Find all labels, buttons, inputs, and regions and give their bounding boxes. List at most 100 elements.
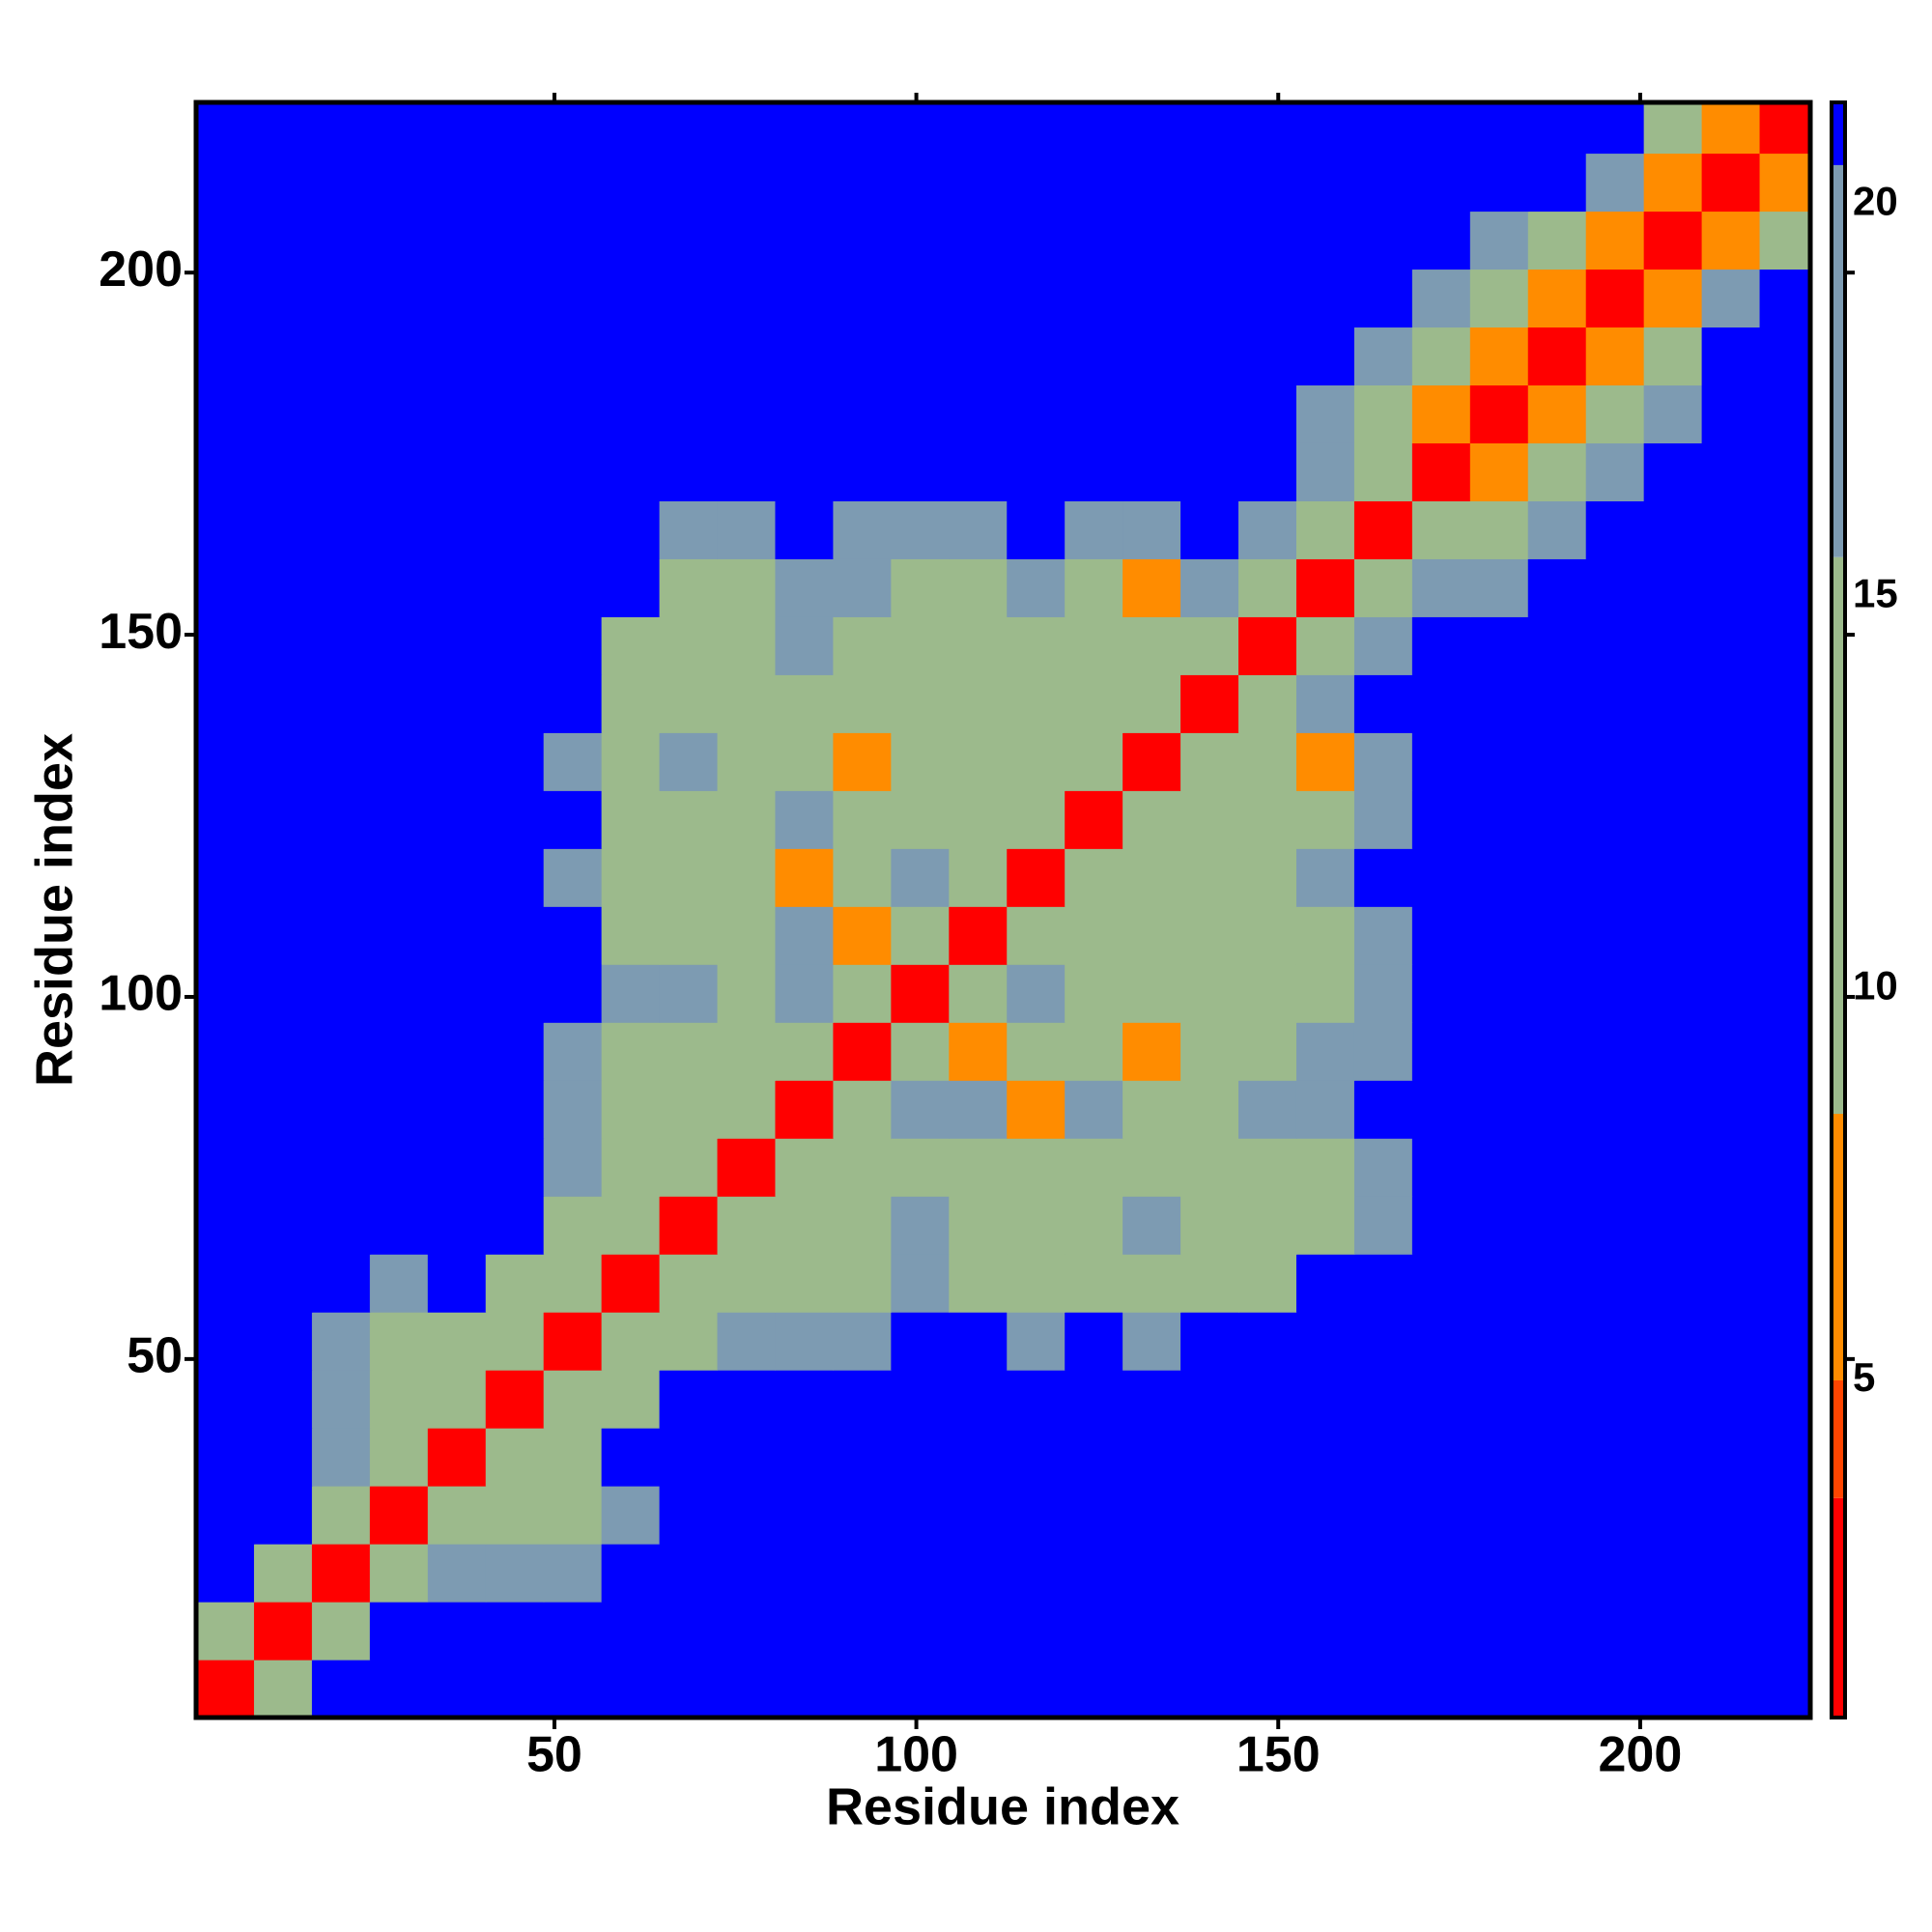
heatmap-cell xyxy=(369,1022,429,1081)
heatmap-cell xyxy=(1585,102,1645,155)
heatmap-cell xyxy=(1065,1022,1123,1081)
heatmap-cell xyxy=(311,1312,371,1371)
heatmap-cell xyxy=(775,327,835,386)
heatmap-cell xyxy=(949,153,1008,213)
heatmap-cell xyxy=(543,1196,603,1255)
heatmap-cell xyxy=(311,616,371,675)
heatmap-cell xyxy=(833,1312,892,1371)
heatmap-cell xyxy=(833,848,892,907)
heatmap-cell xyxy=(659,1138,719,1197)
heatmap-cell xyxy=(196,1138,255,1197)
heatmap-cell xyxy=(1411,1370,1471,1429)
heatmap-cell xyxy=(1759,848,1810,907)
heatmap-cell xyxy=(196,269,255,328)
heatmap-cell xyxy=(1122,1312,1181,1371)
heatmap-cell xyxy=(311,211,371,270)
heatmap-cell xyxy=(601,269,661,328)
heatmap-cell xyxy=(1759,269,1810,328)
heatmap-cell xyxy=(1238,1080,1297,1139)
heatmap-cell xyxy=(775,269,835,328)
heatmap-cell xyxy=(1238,327,1297,386)
heatmap-cell xyxy=(543,848,603,907)
heatmap-cell xyxy=(196,1196,255,1255)
heatmap-cell xyxy=(717,500,777,559)
heatmap-cell xyxy=(833,442,892,501)
heatmap-cell xyxy=(1353,1080,1413,1139)
heatmap-cell xyxy=(1065,384,1123,443)
heatmap-cell xyxy=(1353,1254,1413,1313)
heatmap-cell xyxy=(1411,500,1471,559)
heatmap-cell xyxy=(543,327,603,386)
heatmap-cell xyxy=(1238,500,1297,559)
heatmap-cell xyxy=(427,1312,487,1371)
heatmap-cell xyxy=(891,1196,950,1255)
heatmap-cell xyxy=(369,964,429,1023)
y-tick-label: 150 xyxy=(99,604,183,660)
heatmap-cell xyxy=(253,616,313,675)
heatmap-cell xyxy=(543,1660,603,1718)
heatmap-cell xyxy=(1180,674,1239,733)
heatmap-cell xyxy=(833,102,892,155)
heatmap-cell xyxy=(253,964,313,1023)
heatmap-cell xyxy=(775,906,835,965)
heatmap-cell xyxy=(369,1486,429,1545)
heatmap-cell xyxy=(891,1428,950,1487)
heatmap-cell xyxy=(891,269,950,328)
heatmap-cell xyxy=(601,1486,661,1545)
heatmap-cell xyxy=(1007,1080,1065,1139)
heatmap-cell xyxy=(1007,327,1065,386)
heatmap-cell xyxy=(196,616,255,675)
heatmap-cell xyxy=(1527,964,1587,1023)
heatmap-cell xyxy=(1759,442,1810,501)
heatmap xyxy=(196,102,1810,1718)
heatmap-cell xyxy=(891,153,950,213)
heatmap-cell xyxy=(543,1544,603,1603)
heatmap-cell xyxy=(949,327,1008,386)
heatmap-cell xyxy=(1643,269,1703,328)
heatmap-cell xyxy=(601,1138,661,1197)
heatmap-cell xyxy=(891,964,950,1023)
heatmap-cell xyxy=(717,211,777,270)
heatmap-cell xyxy=(1701,964,1761,1023)
heatmap-cell xyxy=(1353,1486,1413,1545)
heatmap-cell xyxy=(1759,1602,1810,1661)
heatmap-cell xyxy=(427,558,487,617)
heatmap-cell xyxy=(717,384,777,443)
heatmap-cell xyxy=(1527,732,1587,791)
heatmap-cell xyxy=(891,1312,950,1371)
heatmap-cell xyxy=(659,964,719,1023)
heatmap-cell xyxy=(1585,1370,1645,1429)
heatmap-cell xyxy=(1295,1602,1355,1661)
heatmap-cell xyxy=(1238,848,1297,907)
heatmap-cell xyxy=(659,327,719,386)
heatmap-cell xyxy=(1295,384,1355,443)
heatmap-cell xyxy=(717,1138,777,1197)
heatmap-cell xyxy=(311,732,371,791)
colorbar-segment xyxy=(1832,1379,1845,1498)
heatmap-cell xyxy=(1527,1660,1587,1718)
heatmap-cell xyxy=(1527,327,1587,386)
heatmap-cell xyxy=(1759,1544,1810,1603)
heatmap-cell xyxy=(196,442,255,501)
heatmap-cell xyxy=(1411,1196,1471,1255)
heatmap-cell xyxy=(1007,153,1065,213)
heatmap-cell xyxy=(1180,1486,1239,1545)
heatmap-cell xyxy=(949,384,1008,443)
heatmap-cell xyxy=(196,1370,255,1429)
heatmap-cell xyxy=(1527,1544,1587,1603)
heatmap-cell xyxy=(1238,269,1297,328)
heatmap-cell xyxy=(833,1486,892,1545)
heatmap-cell xyxy=(1701,1138,1761,1197)
heatmap-cell xyxy=(485,102,545,155)
heatmap-cell xyxy=(253,732,313,791)
colorbar-tick-label: 20 xyxy=(1853,179,1898,224)
heatmap-cell xyxy=(949,1428,1008,1487)
heatmap-cell xyxy=(1065,848,1123,907)
heatmap-cell xyxy=(485,732,545,791)
heatmap-cell xyxy=(1180,1660,1239,1718)
heatmap-cell xyxy=(1411,616,1471,675)
heatmap-cell xyxy=(833,616,892,675)
heatmap-cell xyxy=(1643,1544,1703,1603)
heatmap-cell xyxy=(369,1660,429,1718)
heatmap-cell xyxy=(1585,1428,1645,1487)
